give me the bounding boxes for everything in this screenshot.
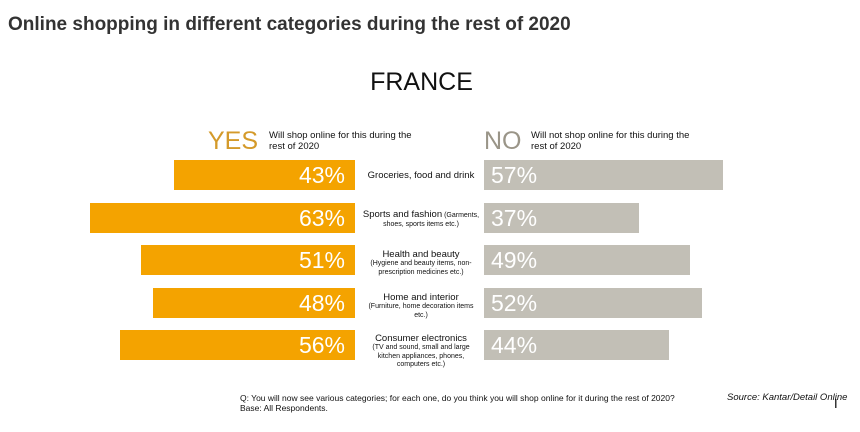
source-note: Source: Kantar/Detail Online [727, 392, 848, 403]
footnote-question: Q: You will now see various categories; … [240, 393, 675, 403]
category-label-health-and-beauty: Health and beauty (Hygiene and beauty ite… [361, 249, 481, 277]
category-name: Home and interior [383, 292, 459, 303]
bar-no-home-and-interior: 52% [484, 288, 703, 318]
no-legend-description: Will not shop online for this during the… [531, 130, 690, 152]
yes-legend-description: Will shop online for this during the res… [269, 130, 412, 152]
category-label-home-and-interior: Home and interior (Furniture, home decora… [361, 292, 481, 320]
bar-no-groceries-food-and-drink: 57% [484, 160, 724, 190]
category-name: Health and beauty [382, 249, 460, 260]
category-subtitle: (Hygiene and beauty items, non-prescript… [370, 260, 472, 276]
category-subtitle: (Furniture, home decoration items etc.) [368, 303, 474, 319]
category-name: Sports and fashion (Garments, [362, 209, 480, 220]
chart-title: FRANCE [370, 68, 473, 96]
category-label-consumer-electronics: Consumer electronics (TV and sound, small… [361, 333, 481, 370]
category-subtitle: shoes, sports items etc.) [383, 221, 459, 228]
footnote-base: Base: All Respondents. [240, 403, 328, 413]
text-cursor-icon: I [834, 396, 838, 411]
category-name: Groceries, food and drink [367, 170, 475, 181]
bar-no-consumer-electronics: 44% [484, 330, 669, 360]
category-subtitle-inline: (Garments, [442, 212, 480, 219]
category-label-groceries-food-and-drink: Groceries, food and drink [361, 170, 481, 181]
yes-legend-label: YES [208, 127, 259, 155]
category-name: Consumer electronics [375, 333, 467, 344]
footnote: Q: You will now see various categories; … [240, 393, 710, 413]
bar-yes-consumer-electronics: 56% [119, 330, 355, 360]
bar-yes-groceries-food-and-drink: 43% [174, 160, 355, 190]
bar-yes-health-and-beauty: 51% [140, 245, 355, 275]
category-label-sports-and-fashion: Sports and fashion (Garments, shoes, spor… [361, 209, 481, 230]
no-legend-label: NO [484, 127, 522, 155]
bar-yes-sports-and-fashion: 63% [90, 203, 355, 233]
category-subtitle: (TV and sound, small and large kitchen a… [372, 344, 470, 368]
page-title: Online shopping in different categories … [8, 14, 571, 35]
bar-no-sports-and-fashion: 37% [484, 203, 640, 233]
bar-no-health-and-beauty: 49% [484, 245, 690, 275]
bar-yes-home-and-interior: 48% [153, 288, 355, 318]
